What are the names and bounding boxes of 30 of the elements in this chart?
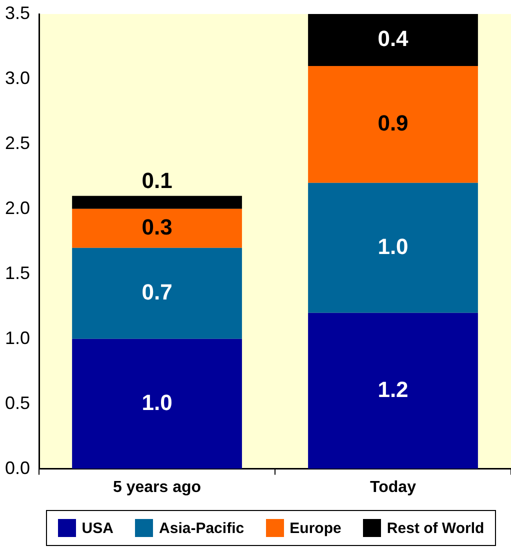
data-label: 0.1	[142, 168, 172, 193]
bar	[308, 66, 478, 183]
bar	[72, 196, 242, 209]
y-tick-label: 3.5	[4, 2, 30, 23]
legend-label: Asia-Pacific	[159, 520, 244, 536]
y-tick-label: 2.5	[4, 132, 30, 153]
bar	[72, 208, 242, 248]
data-label: 0.3	[142, 214, 172, 240]
bar	[72, 338, 242, 469]
y-tick-label: 1.5	[4, 262, 30, 283]
data-label: 0.4	[378, 26, 410, 52]
y-tick-label: 3.0	[4, 68, 30, 88]
data-label: 1.0	[142, 390, 172, 415]
legend-label: Europe	[290, 520, 342, 536]
y-tick-label: 0.0	[4, 458, 30, 478]
y-tick-label: 1.0	[4, 328, 30, 348]
bar	[72, 248, 242, 339]
legend-label: Rest of World	[386, 520, 484, 536]
data-label: 0.9	[378, 110, 408, 136]
data-label: 0.7	[142, 279, 172, 304]
x-tick-label: Today	[370, 478, 416, 496]
data-label: 1.0	[378, 234, 408, 259]
bar	[308, 182, 478, 313]
bar	[308, 14, 478, 66]
x-tick-label: 5 years ago	[112, 478, 202, 496]
y-tick-label: 2.0	[4, 198, 30, 218]
bar	[308, 312, 478, 469]
y-tick-label: 0.5	[4, 392, 30, 413]
legend-label: USA	[82, 520, 114, 536]
data-label: 1.2	[378, 376, 408, 402]
